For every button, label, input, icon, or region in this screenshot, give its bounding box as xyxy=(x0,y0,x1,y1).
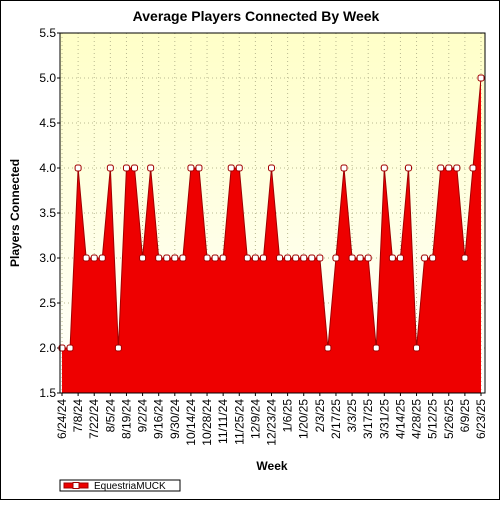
marker xyxy=(388,254,396,262)
x-tick-label: 3/3/25 xyxy=(345,399,359,433)
x-tick-label: 1/6/25 xyxy=(281,399,295,433)
marker xyxy=(356,254,364,262)
marker xyxy=(211,254,219,262)
marker xyxy=(66,344,74,352)
marker xyxy=(235,164,243,172)
marker xyxy=(195,164,203,172)
x-tick-label: 8/5/24 xyxy=(103,399,117,433)
marker xyxy=(445,164,453,172)
y-tick-label: 3.5 xyxy=(39,206,56,220)
x-tick-label: 6/9/25 xyxy=(458,399,472,433)
x-tick-label: 12/9/24 xyxy=(248,399,262,439)
x-tick-label: 8/19/24 xyxy=(119,399,133,439)
marker xyxy=(131,164,139,172)
y-tick-label: 1.5 xyxy=(39,386,56,400)
x-tick-label: 11/11/24 xyxy=(216,399,230,444)
marker xyxy=(155,254,163,262)
x-tick-label: 4/28/25 xyxy=(410,399,424,439)
marker xyxy=(300,254,308,262)
marker xyxy=(147,164,155,172)
marker xyxy=(421,254,429,262)
x-tick-label: 3/17/25 xyxy=(361,399,375,439)
marker xyxy=(364,254,372,262)
area xyxy=(62,78,481,393)
marker xyxy=(477,74,485,82)
y-tick-label: 4.5 xyxy=(39,116,56,130)
x-tick-label: 9/2/24 xyxy=(136,399,150,433)
legend-box xyxy=(59,479,181,492)
marker xyxy=(227,164,235,172)
x-tick-label: 2/3/25 xyxy=(313,399,327,433)
marker xyxy=(82,254,90,262)
marker xyxy=(332,254,340,262)
x-tick-label: 11/25/24 xyxy=(232,399,246,445)
x-tick-label: 12/23/24 xyxy=(265,399,279,446)
legend-marker xyxy=(72,482,80,489)
marker xyxy=(203,254,211,262)
plot-border xyxy=(59,32,486,394)
y-tick-label: 3.0 xyxy=(39,251,56,265)
marker xyxy=(219,254,227,262)
x-tick-label: 6/24/24 xyxy=(55,399,69,439)
y-axis-label: Players Connected xyxy=(8,159,22,267)
marker xyxy=(461,254,469,262)
marker xyxy=(308,254,316,262)
marker xyxy=(171,254,179,262)
y-tick-label: 2.5 xyxy=(39,296,56,310)
marker xyxy=(453,164,461,172)
x-tick-label: 10/14/24 xyxy=(184,399,198,446)
marker xyxy=(122,164,130,172)
marker xyxy=(114,344,122,352)
marker xyxy=(413,344,421,352)
x-tick-label: 7/22/24 xyxy=(87,399,101,439)
marker xyxy=(163,254,171,262)
marker xyxy=(437,164,445,172)
marker xyxy=(396,254,404,262)
x-tick-label: 1/20/25 xyxy=(297,399,311,439)
marker xyxy=(372,344,380,352)
x-tick-label: 7/8/24 xyxy=(71,399,85,433)
x-tick-label: 5/12/25 xyxy=(426,399,440,439)
marker xyxy=(348,254,356,262)
x-tick-label: 4/14/25 xyxy=(393,399,407,439)
x-tick-label: 3/31/25 xyxy=(377,399,391,439)
y-tick-label: 2.0 xyxy=(39,341,56,355)
x-tick-label: 9/16/24 xyxy=(152,399,166,439)
x-axis-label: Week xyxy=(256,459,287,473)
marker xyxy=(340,164,348,172)
marker xyxy=(292,254,300,262)
y-tick-label: 5.5 xyxy=(39,26,56,40)
legend-label: EquestriaMUCK xyxy=(94,481,166,492)
marker xyxy=(284,254,292,262)
marker xyxy=(243,254,251,262)
marker xyxy=(187,164,195,172)
marker xyxy=(179,254,187,262)
marker xyxy=(324,344,332,352)
marker xyxy=(139,254,147,262)
x-tick-label: 5/26/25 xyxy=(442,399,456,439)
y-tick-label: 5.0 xyxy=(39,71,56,85)
chart-title: Average Players Connected By Week xyxy=(133,8,380,24)
marker xyxy=(74,164,82,172)
x-tick-label: 10/28/24 xyxy=(200,399,214,446)
marker xyxy=(276,254,284,262)
x-tick-label: 2/17/25 xyxy=(329,399,343,439)
marker xyxy=(90,254,98,262)
x-tick-label: 6/23/25 xyxy=(474,399,488,439)
marker xyxy=(316,254,324,262)
marker xyxy=(380,164,388,172)
marker xyxy=(251,254,259,262)
marker xyxy=(429,254,437,262)
marker xyxy=(268,164,275,172)
marker xyxy=(106,164,114,172)
marker xyxy=(98,254,106,262)
y-tick-label: 4.0 xyxy=(39,161,56,175)
marker xyxy=(469,164,477,172)
x-tick-label: 9/30/24 xyxy=(168,399,182,439)
marker xyxy=(259,254,267,262)
marker xyxy=(404,164,412,172)
